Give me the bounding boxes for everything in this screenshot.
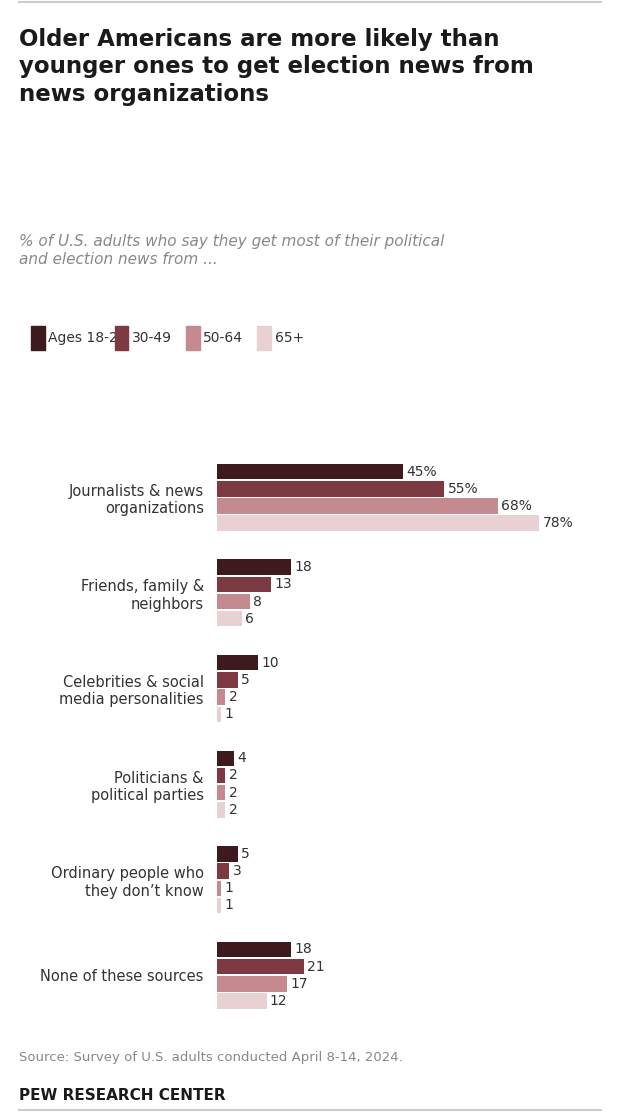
Text: 2: 2 xyxy=(229,786,237,800)
Bar xyxy=(217,846,237,862)
Text: Ages 18-29: Ages 18-29 xyxy=(48,331,127,345)
Bar xyxy=(217,516,539,530)
Bar xyxy=(217,802,225,817)
Bar xyxy=(217,559,291,575)
Text: 8: 8 xyxy=(254,595,262,608)
Text: 2: 2 xyxy=(229,691,237,704)
Bar xyxy=(217,751,234,766)
Text: 3: 3 xyxy=(232,864,241,878)
Bar xyxy=(217,785,225,801)
Bar xyxy=(217,655,259,671)
Text: 5: 5 xyxy=(241,673,250,687)
Bar xyxy=(217,594,250,609)
Bar xyxy=(217,959,304,974)
Bar xyxy=(217,481,445,496)
Bar xyxy=(217,464,403,479)
Text: 78%: 78% xyxy=(542,516,574,530)
Text: 30-49: 30-49 xyxy=(132,331,172,345)
Text: 65+: 65+ xyxy=(275,331,304,345)
Bar xyxy=(217,706,221,722)
Text: 2: 2 xyxy=(229,803,237,817)
Bar xyxy=(217,993,267,1009)
Text: Older Americans are more likely than
younger ones to get election news from
news: Older Americans are more likely than you… xyxy=(19,28,533,106)
Text: 21: 21 xyxy=(307,960,325,974)
Bar xyxy=(217,577,271,592)
Text: 18: 18 xyxy=(294,560,312,574)
Text: 6: 6 xyxy=(245,612,254,626)
Bar xyxy=(217,942,291,957)
Bar xyxy=(217,672,237,687)
Text: % of U.S. adults who say they get most of their political
and election news from: % of U.S. adults who say they get most o… xyxy=(19,234,444,267)
Bar xyxy=(217,767,225,783)
Bar xyxy=(217,610,242,626)
Text: 50-64: 50-64 xyxy=(203,331,244,345)
Text: PEW RESEARCH CENTER: PEW RESEARCH CENTER xyxy=(19,1088,225,1102)
Text: 12: 12 xyxy=(270,994,288,1009)
Text: 4: 4 xyxy=(237,752,246,765)
Bar xyxy=(217,897,221,913)
Text: 1: 1 xyxy=(224,882,233,895)
Text: 17: 17 xyxy=(291,976,308,991)
Bar xyxy=(217,689,225,705)
Bar xyxy=(217,863,229,878)
Text: 55%: 55% xyxy=(448,481,478,496)
Text: 13: 13 xyxy=(274,577,291,592)
Text: 18: 18 xyxy=(294,943,312,956)
Bar xyxy=(217,498,498,514)
Text: 2: 2 xyxy=(229,768,237,783)
Text: 1: 1 xyxy=(224,898,233,913)
Bar xyxy=(217,881,221,896)
Text: 10: 10 xyxy=(262,656,279,669)
Bar xyxy=(217,976,287,992)
Text: 1: 1 xyxy=(224,707,233,722)
Text: Source: Survey of U.S. adults conducted April 8-14, 2024.: Source: Survey of U.S. adults conducted … xyxy=(19,1051,402,1064)
Text: 45%: 45% xyxy=(406,465,437,478)
Text: 5: 5 xyxy=(241,847,250,861)
Text: 68%: 68% xyxy=(502,499,532,513)
